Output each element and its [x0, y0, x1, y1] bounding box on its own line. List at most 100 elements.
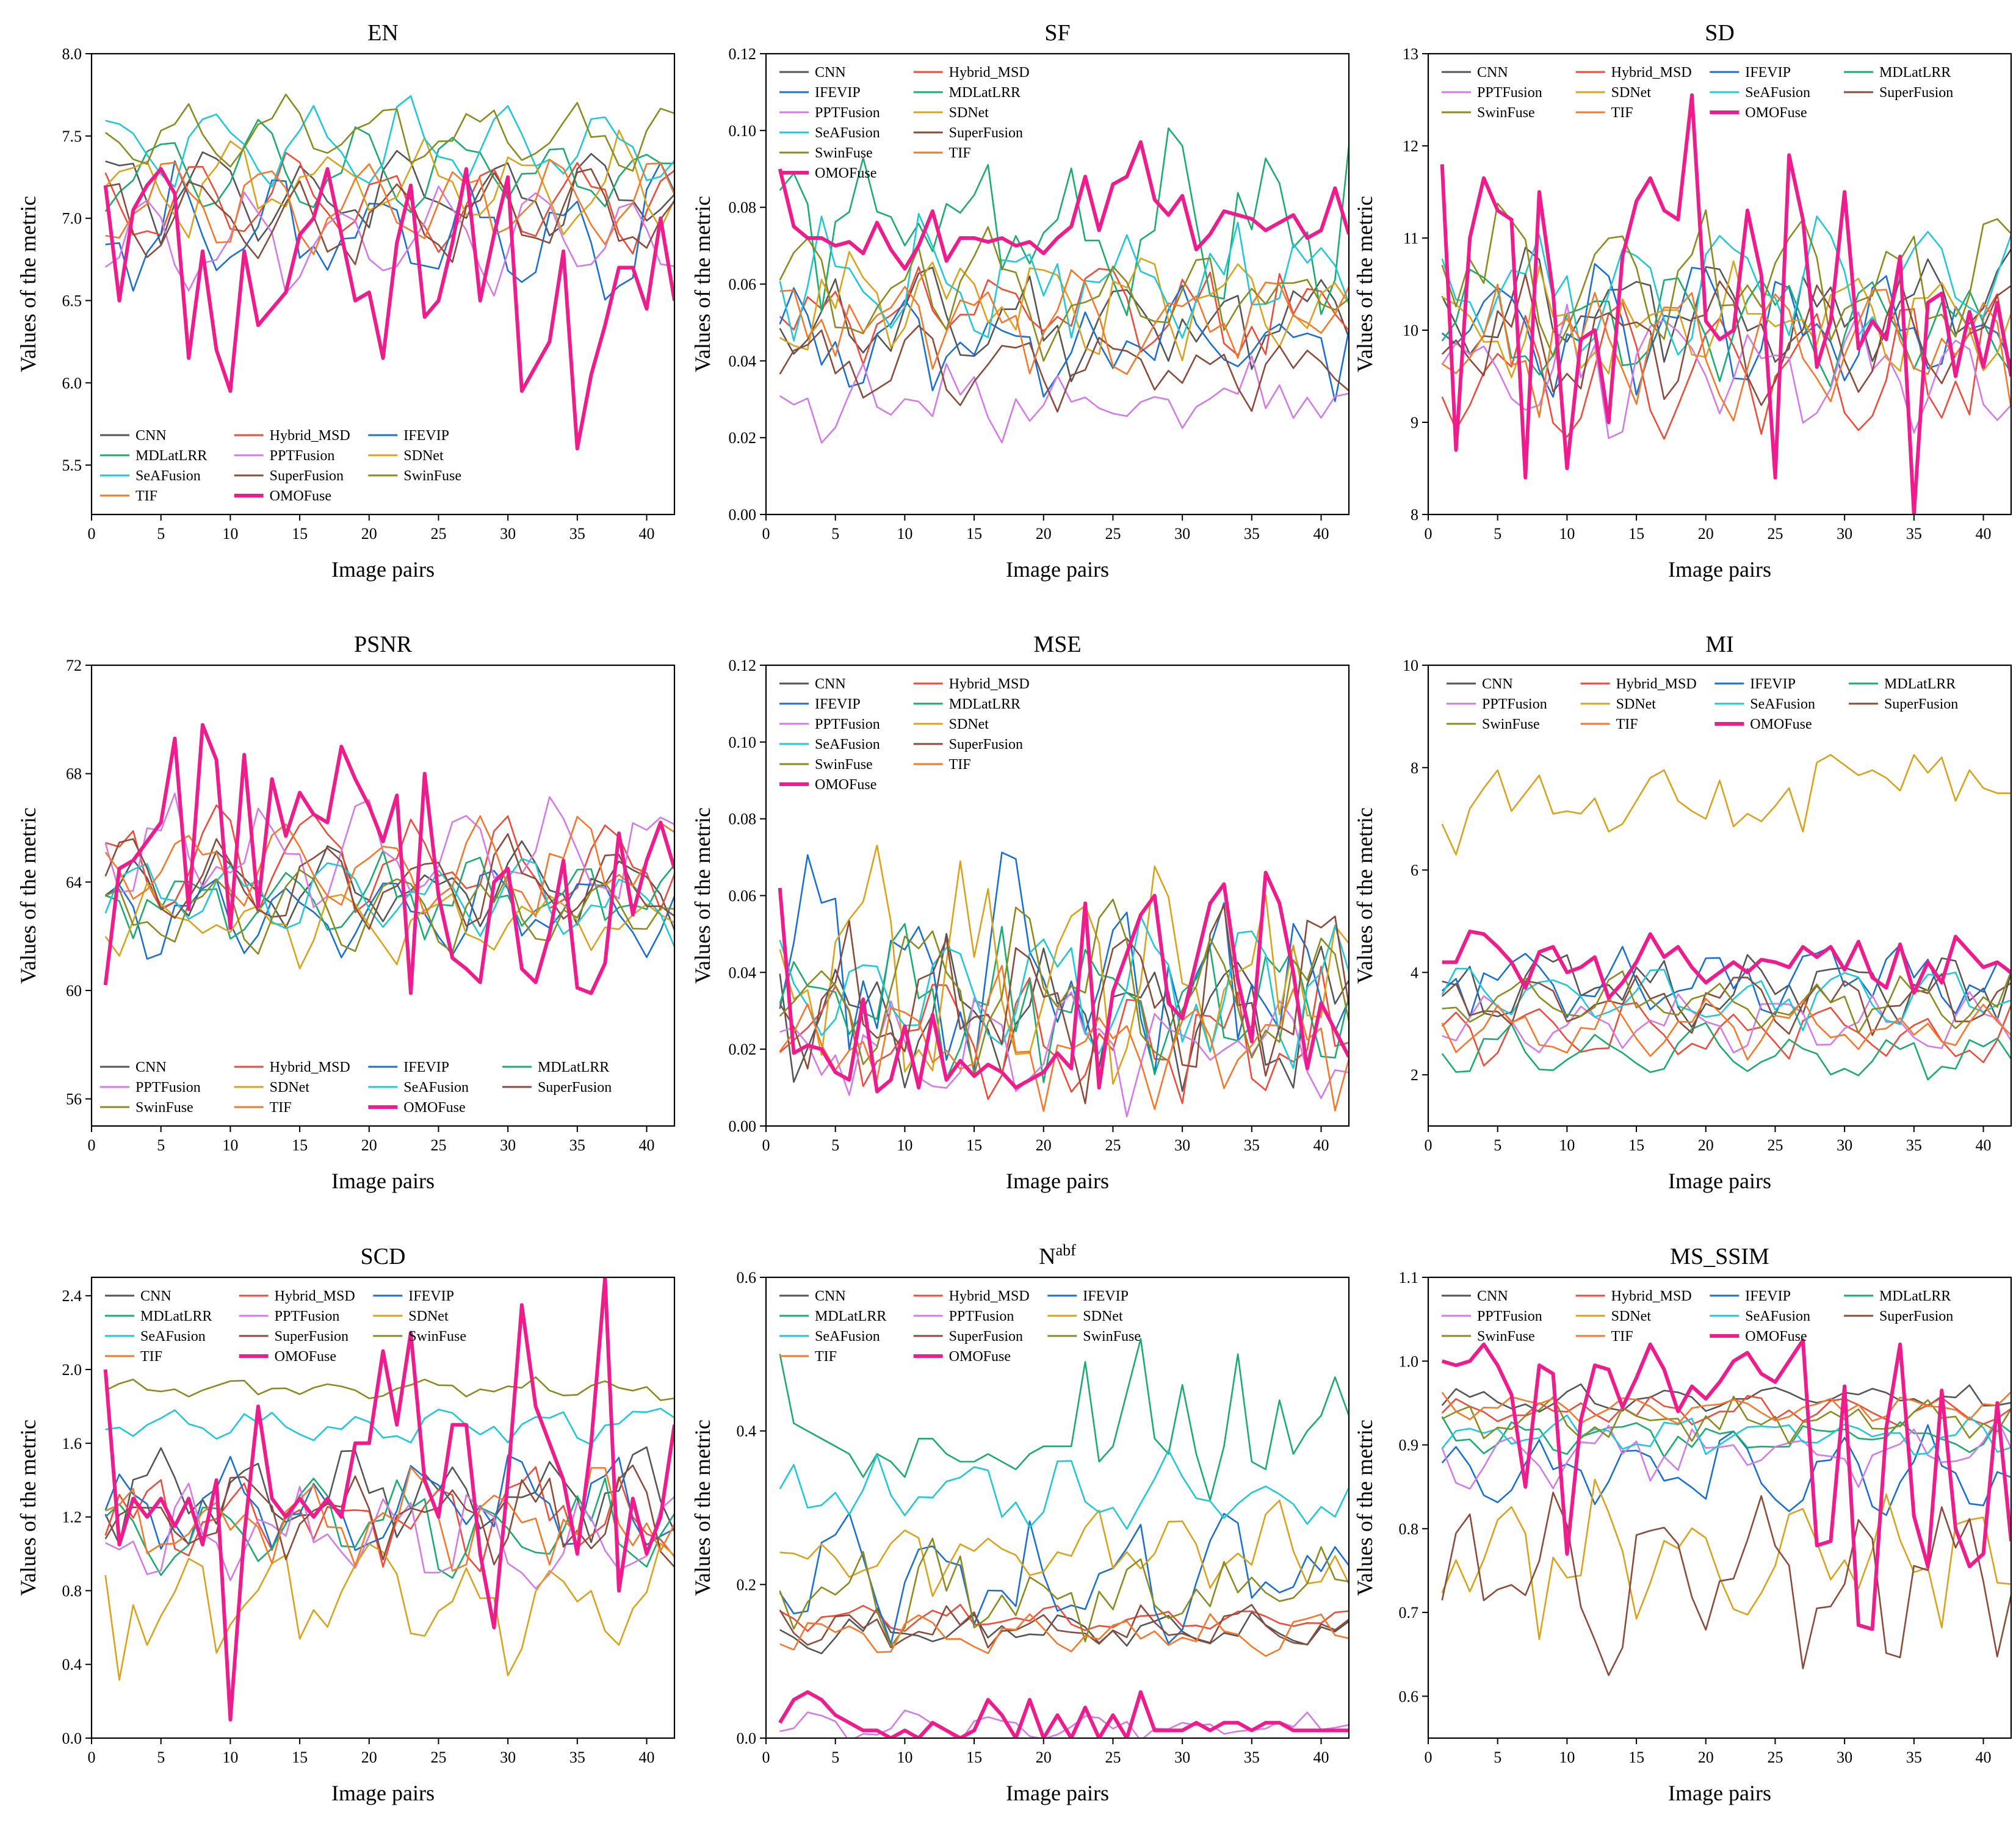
x-axis-label: Image pairs — [1006, 1781, 1109, 1805]
series-line-omofuse — [103, 1277, 674, 1722]
series-line-mdlatlrr — [1441, 1022, 2011, 1081]
series-line-ifevip — [1441, 263, 2011, 398]
x-axis-label: Image pairs — [331, 557, 435, 582]
series-group — [103, 1277, 674, 1722]
legend-label: SeAFusion — [815, 1329, 880, 1344]
series-line-superfusion — [1441, 273, 2011, 406]
x-tick-label: 30 — [1837, 525, 1852, 543]
y-tick-label: 0.7 — [1399, 1604, 1419, 1622]
legend-label: SDNet — [1611, 1308, 1652, 1324]
x-tick-label: 15 — [1628, 1136, 1644, 1154]
x-tick-label: 20 — [361, 1136, 377, 1154]
series-line-swinfuse — [1441, 203, 2011, 358]
y-tick-label: 64 — [66, 873, 82, 891]
x-tick-label: 25 — [1767, 1136, 1783, 1154]
series-line-tif — [104, 815, 674, 918]
legend-label: SuperFusion — [949, 1329, 1023, 1344]
y-tick-label: 8 — [1411, 506, 1418, 524]
series-line-seafusion — [1441, 1414, 2011, 1456]
x-tick-label: 20 — [1698, 525, 1714, 543]
x-axis-label: Image pairs — [1668, 557, 1771, 582]
x-tick-label: 40 — [1976, 1748, 1992, 1766]
y-tick-label: 0.08 — [729, 199, 757, 217]
y-tick-label: 0.8 — [62, 1582, 82, 1600]
x-tick-label: 35 — [1906, 1748, 1922, 1766]
legend-label: MDLatLRR — [1879, 65, 1951, 81]
x-tick-label: 10 — [1559, 1748, 1575, 1766]
x-tick-label: 30 — [1837, 1136, 1852, 1154]
chart-panel-en: EN 0 5 10 15 20 25 30 35 40 5.5 6.0 6.5 7.0 7.5 8.0 Imag… — [16, 20, 676, 582]
legend-label: MDLatLRR — [949, 85, 1021, 101]
series-line-cnn — [1441, 1383, 2011, 1413]
legend-label: PPTFusion — [1477, 1308, 1542, 1324]
x-axis-label: Image pairs — [331, 1169, 435, 1193]
legend-label: OMOFuse — [403, 1100, 465, 1116]
legend-label: SwinFuse — [1083, 1329, 1141, 1344]
legend-label: SeAFusion — [135, 468, 201, 484]
y-axis-label: Values of the metric — [16, 196, 40, 372]
legend-label: SeAFusion — [815, 125, 880, 141]
series-line-swinfuse — [779, 1537, 1349, 1647]
legend-label: SeAFusion — [1745, 1308, 1810, 1324]
y-tick-label: 1.2 — [62, 1509, 82, 1526]
legend-label: CNN — [815, 676, 846, 692]
legend-label: CNN — [140, 1288, 172, 1304]
x-tick-label: 30 — [1174, 525, 1190, 543]
x-tick-label: 35 — [1244, 1136, 1260, 1154]
series-line-tif — [1441, 283, 2011, 422]
x-tick-label: 35 — [569, 1136, 585, 1154]
series-line-mdlatlrr — [779, 127, 1349, 316]
x-axis-label: Image pairs — [1668, 1169, 1771, 1193]
x-tick-label: 15 — [292, 1136, 308, 1154]
y-tick-label: 5.5 — [62, 457, 82, 474]
y-tick-label: 72 — [66, 657, 82, 674]
plot-frame — [1427, 1276, 2012, 1739]
legend-label: TIF — [949, 757, 971, 773]
x-axis-label: Image pairs — [1006, 557, 1109, 582]
x-tick-label: 30 — [500, 1136, 516, 1154]
series-line-tif — [1441, 997, 2011, 1061]
y-tick-label: 2.0 — [62, 1361, 82, 1379]
y-tick-label: 0.4 — [737, 1423, 757, 1440]
x-tick-label: 5 — [1494, 1748, 1501, 1766]
legend-label: IFEVIP — [403, 428, 449, 444]
x-tick-label: 10 — [1559, 1136, 1575, 1154]
chart-panel-scd: SCD 0 5 10 15 20 25 30 35 40 0.0 0.4 0.8 1.2 1.6 2.0 2.4… — [16, 1244, 676, 1805]
legend-label: IFEVIP — [815, 696, 861, 712]
series-line-seafusion — [779, 1449, 1349, 1530]
y-axis-label: Values of the metric — [1353, 196, 1377, 372]
y-tick-label: 0.4 — [62, 1656, 82, 1673]
x-tick-label: 25 — [430, 1136, 446, 1154]
legend-label: SeAFusion — [403, 1080, 469, 1095]
y-tick-label: 0.12 — [729, 45, 757, 63]
legend-label: Hybrid_MSD — [275, 1288, 355, 1304]
series-line-omofuse — [103, 723, 674, 995]
x-tick-label: 15 — [292, 1748, 308, 1766]
y-tick-label: 0.02 — [729, 429, 757, 447]
series-line-tif — [1441, 1391, 2011, 1425]
series-line-seafusion — [105, 95, 674, 188]
plot-frame — [1427, 664, 2012, 1127]
series-line-seafusion — [779, 915, 1349, 1069]
series-group — [778, 127, 1349, 444]
legend-label: PPTFusion — [815, 716, 880, 732]
y-tick-label: 0.12 — [729, 657, 757, 674]
legend-label: SwinFuse — [135, 1100, 193, 1116]
legend: CNN Hybrid_MSD IFEVIP MDLatLRR PPTFusion SDNe… — [779, 676, 1030, 793]
legend-label: PPTFusion — [270, 448, 335, 464]
legend-label: IFEVIP — [1745, 65, 1791, 81]
x-tick-label: 15 — [1628, 1748, 1644, 1766]
legend: CNN Hybrid_MSD IFEVIP MDLatLRR PPTFusion SDNe… — [1442, 1288, 1953, 1344]
series-line-ifevip — [779, 1512, 1349, 1645]
series-group — [778, 844, 1349, 1117]
x-tick-label: 0 — [88, 1136, 96, 1154]
legend-label: PPTFusion — [1477, 85, 1542, 101]
x-tick-label: 30 — [500, 525, 516, 543]
legend: CNN Hybrid_MSD IFEVIP MDLatLRR PPTFusion SDNe… — [779, 65, 1030, 181]
legend-label: PPTFusion — [815, 105, 880, 121]
series-line-hybrid-msd — [779, 1603, 1349, 1632]
legend-label: IFEVIP — [1750, 676, 1796, 692]
series-line-pptfusion — [779, 991, 1349, 1117]
series-line-pptfusion — [104, 792, 674, 908]
chart-title: SD — [1705, 20, 1735, 46]
